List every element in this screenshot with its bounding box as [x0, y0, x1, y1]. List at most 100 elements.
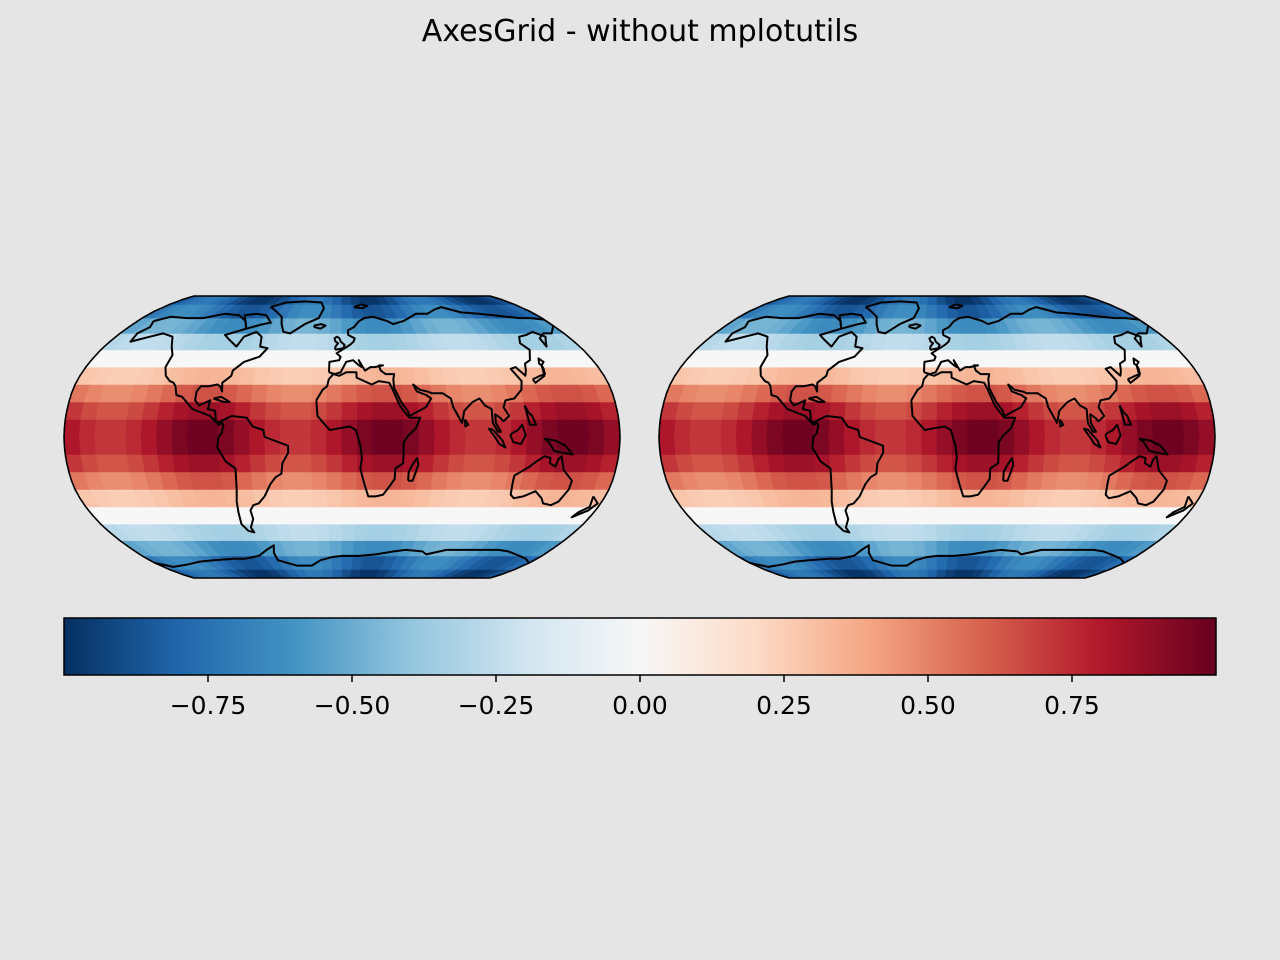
field-cell: [1012, 454, 1030, 473]
colorbar-tick-label: 0.00: [612, 691, 668, 720]
field-cell: [1027, 454, 1045, 473]
coastline-borneo: [1104, 423, 1122, 445]
field-cell: [917, 296, 930, 305]
field-cell: [890, 419, 907, 438]
field-cell: [906, 366, 924, 385]
field-cell: [844, 401, 862, 420]
field-cell: [111, 401, 130, 420]
field-cell: [431, 296, 458, 305]
coastline-australia: [1104, 455, 1168, 507]
field-cell: [572, 436, 590, 455]
field-cell: [465, 296, 496, 305]
field-cell: [433, 436, 451, 455]
field-cell: [188, 296, 219, 305]
field-cell: [187, 454, 206, 473]
field-cell: [893, 349, 911, 368]
coastline-sri-lanka: [464, 418, 470, 428]
field-cell: [205, 471, 224, 490]
field-cell: [508, 401, 527, 420]
field-cell: [432, 454, 450, 473]
field-cell: [1105, 436, 1123, 455]
field-cell: [432, 401, 450, 420]
field-cell: [911, 540, 927, 557]
field-cell: [674, 419, 692, 438]
field-cell: [1010, 471, 1029, 490]
field-cell: [1060, 296, 1091, 305]
field-cell: [415, 296, 440, 305]
field-cell: [967, 419, 984, 438]
field-cell: [829, 454, 847, 473]
field-cell: [254, 296, 278, 305]
field-cell: [366, 296, 381, 305]
field-cell: [936, 540, 950, 557]
field-cell: [922, 506, 938, 525]
field-cell: [1025, 471, 1044, 490]
field-cell: [187, 419, 204, 438]
coastline-new-zealand: [1165, 495, 1194, 519]
field-cell: [875, 384, 893, 403]
field-cell: [905, 419, 922, 438]
field-cell: [1042, 454, 1061, 473]
coastline-great-britain: [333, 335, 346, 351]
field-cell: [921, 471, 938, 490]
coastline-new-guinea: [1138, 437, 1169, 456]
field-cell: [390, 296, 410, 305]
field-cell: [322, 296, 335, 305]
field-cell: [341, 296, 352, 305]
field-cell: [448, 296, 477, 305]
field-cell: [493, 454, 512, 473]
field-cell: [244, 296, 269, 305]
field-cell: [341, 454, 358, 473]
coastline-new-zealand: [570, 495, 599, 519]
coastline-antarctica: [749, 544, 1125, 568]
field-cell: [398, 296, 420, 305]
field-cell: [891, 384, 908, 403]
coastline-cuba: [213, 395, 231, 403]
field-cell: [891, 471, 908, 490]
field-cell: [526, 436, 544, 455]
field-cell: [967, 436, 984, 455]
field-cell: [982, 436, 1000, 455]
field-cell: [140, 419, 158, 438]
field-cell: [892, 489, 909, 508]
coastline-africa: [910, 371, 1017, 498]
field-cell: [830, 471, 849, 490]
field-cell: [720, 419, 738, 438]
field-cell: [125, 419, 143, 438]
field-cell: [936, 555, 949, 570]
field-cell: [720, 436, 738, 455]
field-cell: [264, 419, 281, 438]
field-cell: [326, 454, 343, 473]
field-cell: [1133, 401, 1153, 420]
coastline-madagascar: [1002, 457, 1015, 482]
field-cell: [314, 333, 331, 351]
field-cell: [109, 436, 128, 455]
field-cell: [966, 384, 983, 403]
field-cell: [1051, 296, 1082, 305]
field-cell: [341, 304, 354, 319]
field-cell: [982, 401, 999, 420]
coastline-sumatra: [487, 427, 507, 449]
field-cell: [893, 506, 911, 525]
field-cell: [862, 489, 881, 508]
field-cell: [1167, 419, 1185, 438]
field-cell: [481, 296, 515, 305]
field-cell: [64, 419, 82, 438]
field-cell: [295, 454, 313, 473]
map-panel-left: [63, 295, 621, 579]
field-cell: [905, 436, 922, 455]
field-cell: [674, 436, 692, 455]
field-cell: [587, 436, 605, 455]
field-cell: [250, 384, 269, 403]
field-cell: [430, 471, 449, 490]
field-cell: [874, 419, 892, 438]
field-cell: [936, 436, 953, 455]
field-cell: [767, 454, 786, 473]
field-cell: [1068, 296, 1101, 305]
field-cell: [1197, 419, 1215, 438]
left-map-outline: [63, 295, 621, 579]
field-cell: [1043, 296, 1072, 305]
field-cell: [689, 419, 707, 438]
field-cell: [310, 454, 328, 473]
